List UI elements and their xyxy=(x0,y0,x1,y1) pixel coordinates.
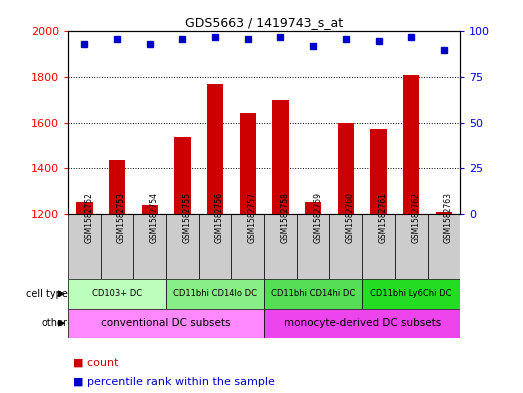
Text: CD11bhi Ly6Chi DC: CD11bhi Ly6Chi DC xyxy=(370,289,452,298)
Bar xyxy=(362,279,460,309)
Bar xyxy=(231,214,264,279)
Bar xyxy=(199,214,231,279)
Text: GSM1582759: GSM1582759 xyxy=(313,192,322,243)
Bar xyxy=(68,279,166,309)
Bar xyxy=(174,138,190,214)
Bar xyxy=(264,214,297,279)
Bar xyxy=(166,279,264,309)
Text: GSM1582753: GSM1582753 xyxy=(117,192,126,243)
Text: GSM1582755: GSM1582755 xyxy=(183,192,191,243)
Text: other: other xyxy=(42,318,68,328)
Bar xyxy=(329,214,362,279)
Text: GSM1582752: GSM1582752 xyxy=(84,192,93,243)
Text: GSM1582758: GSM1582758 xyxy=(280,192,289,243)
Bar xyxy=(305,202,321,214)
Bar xyxy=(297,214,329,279)
Bar xyxy=(142,205,158,214)
Text: GSM1582761: GSM1582761 xyxy=(379,192,388,243)
Bar xyxy=(338,123,354,214)
Text: CD103+ DC: CD103+ DC xyxy=(92,289,142,298)
Bar xyxy=(76,202,93,214)
Title: GDS5663 / 1419743_s_at: GDS5663 / 1419743_s_at xyxy=(185,16,343,29)
Text: CD11bhi CD14lo DC: CD11bhi CD14lo DC xyxy=(173,289,257,298)
Bar xyxy=(166,214,199,279)
Bar xyxy=(436,212,452,214)
Bar xyxy=(272,100,289,214)
Text: GSM1582757: GSM1582757 xyxy=(248,192,257,243)
Bar xyxy=(68,309,264,338)
Bar xyxy=(240,112,256,214)
Text: ■ percentile rank within the sample: ■ percentile rank within the sample xyxy=(73,377,275,387)
Text: GSM1582756: GSM1582756 xyxy=(215,192,224,243)
Bar xyxy=(68,214,100,279)
Bar xyxy=(100,214,133,279)
Text: conventional DC subsets: conventional DC subsets xyxy=(101,318,231,328)
Bar xyxy=(109,160,125,214)
Text: cell type: cell type xyxy=(26,289,68,299)
Bar xyxy=(428,214,460,279)
Bar xyxy=(370,129,386,214)
Text: monocyte-derived DC subsets: monocyte-derived DC subsets xyxy=(283,318,441,328)
Text: GSM1582762: GSM1582762 xyxy=(411,192,420,243)
Bar xyxy=(133,214,166,279)
Text: GSM1582754: GSM1582754 xyxy=(150,192,158,243)
Bar xyxy=(362,214,395,279)
Text: GSM1582760: GSM1582760 xyxy=(346,192,355,243)
Text: GSM1582763: GSM1582763 xyxy=(444,192,453,243)
Bar xyxy=(264,279,362,309)
Text: CD11bhi CD14hi DC: CD11bhi CD14hi DC xyxy=(271,289,355,298)
Text: ■ count: ■ count xyxy=(73,358,119,367)
Bar xyxy=(264,309,460,338)
Bar xyxy=(207,84,223,214)
Bar xyxy=(403,75,419,214)
Bar xyxy=(395,214,428,279)
